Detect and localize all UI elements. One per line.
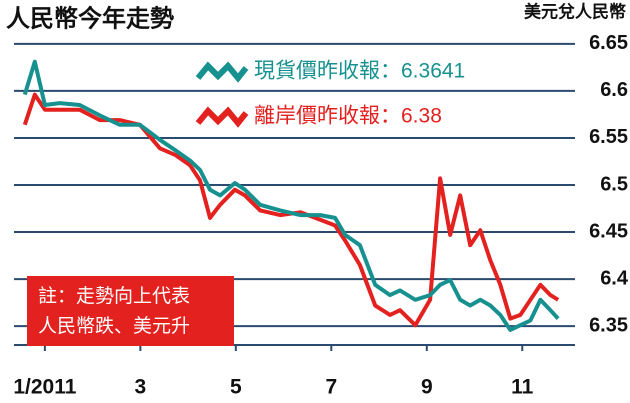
y-tick-label: 6.5: [600, 173, 628, 195]
x-tick-label: 3: [135, 376, 147, 399]
y-tick-label: 6.6: [600, 79, 628, 101]
x-tick-label: 1/2011: [13, 376, 76, 399]
note-box: [27, 276, 234, 346]
lines: [22, 59, 560, 332]
y-tick-label: 6.4: [600, 267, 629, 289]
legend-label: 離岸價昨收報：6.38: [254, 105, 442, 128]
chart-title: 人民幣今年走勢: [6, 4, 174, 32]
x-tick-label: 11: [511, 376, 534, 399]
y-tick-label: 6.35: [589, 314, 628, 336]
legend-swatch: [195, 106, 249, 128]
legend-label: 現貨價昨收報：6.3641: [254, 60, 465, 83]
note-line: 人民幣跌、美元升: [38, 315, 190, 337]
y-tick-label: 6.55: [589, 126, 628, 148]
legend-swatch: [195, 61, 249, 83]
x-tick-label: 7: [325, 376, 337, 399]
note-line: 註：走勢向上代表: [38, 285, 190, 307]
y-axis-label: 美元兌人民幣: [524, 1, 626, 21]
x-tick-label: 9: [421, 376, 433, 399]
series-line: [22, 59, 560, 332]
y-tick-label: 6.65: [589, 32, 628, 54]
x-tick-label: 5: [230, 376, 242, 399]
y-tick-label: 6.45: [589, 220, 628, 242]
